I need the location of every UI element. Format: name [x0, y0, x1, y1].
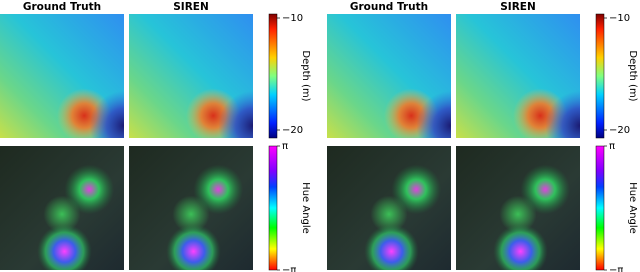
colorbar-tick-label: −20 [609, 125, 630, 136]
colorbar-tick-label: π [282, 141, 288, 152]
panel-title: Ground Truth [23, 1, 101, 13]
colorbar-label: Hue Angle [627, 182, 638, 234]
panel-title: SIREN [500, 1, 536, 13]
colorbar-tick-label: −π [609, 265, 623, 272]
image-panel [0, 14, 124, 138]
colorbar-tick-label: −π [282, 265, 296, 272]
image-panel [129, 14, 253, 138]
colorbar-label: Depth (m) [300, 50, 311, 101]
colorbar-tick-label: −20 [282, 125, 303, 136]
colorbar-tick-label: −10 [282, 13, 303, 24]
image-panel [327, 146, 451, 270]
colorbar [268, 13, 278, 139]
colorbar-label: Hue Angle [300, 182, 311, 234]
colorbar [595, 13, 605, 139]
image-panel [129, 146, 253, 270]
colorbar-label: Depth (m) [627, 50, 638, 101]
colorbar [595, 145, 605, 271]
colorbar-tick-label: π [609, 141, 615, 152]
colorbar [268, 145, 278, 271]
image-panel [0, 146, 124, 270]
image-panel [327, 14, 451, 138]
image-panel [456, 146, 580, 270]
colorbar-tick-label: −10 [609, 13, 630, 24]
image-panel [456, 14, 580, 138]
panel-title: Ground Truth [350, 1, 428, 13]
panel-title: SIREN [173, 1, 209, 13]
